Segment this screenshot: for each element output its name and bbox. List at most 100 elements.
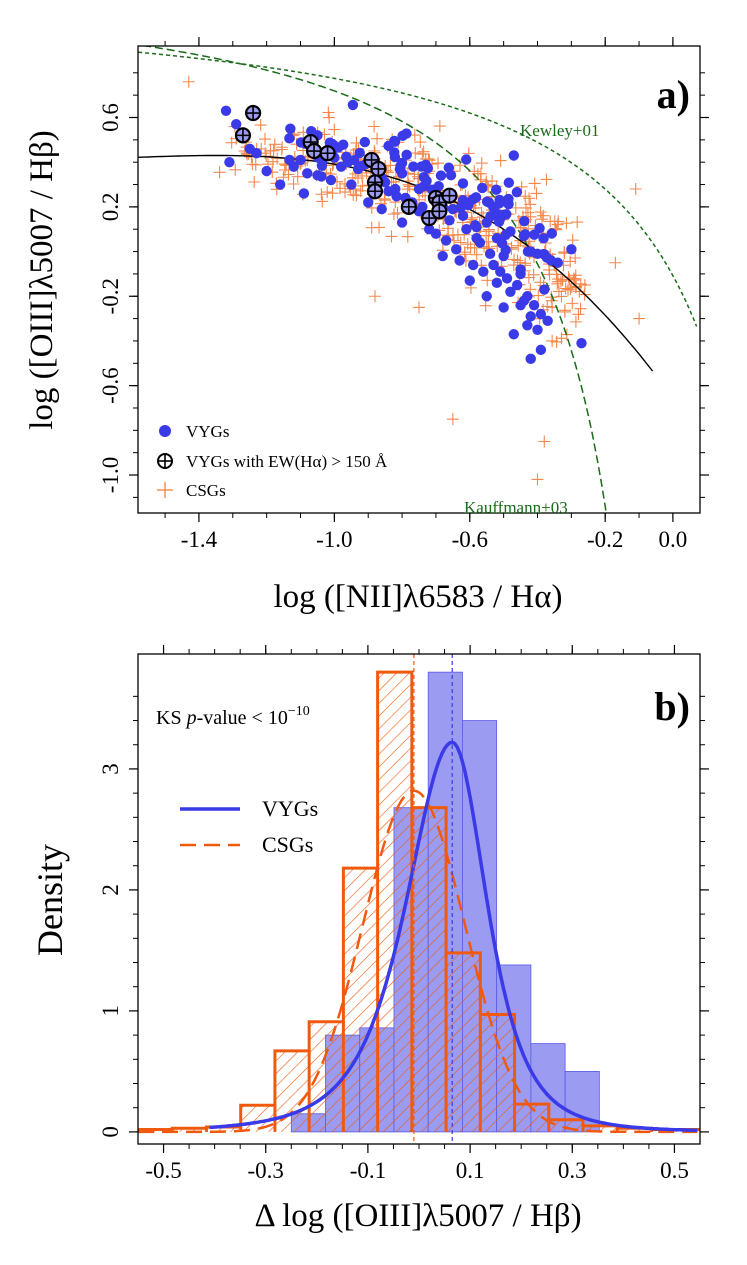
vyg-point [515,264,526,275]
vyg-point [467,259,479,271]
panel-a-ylabel: log ([OIII]λ5007 / Hβ) [24,130,60,429]
y-tick-label-b: 0 [98,1126,123,1138]
csg-point [413,301,425,314]
vyg-point [470,192,482,203]
vyg-ew-cross [246,106,261,121]
vyg-point [461,224,472,235]
csg-point [365,221,378,234]
vyg-point [284,133,295,144]
csg-point [574,302,587,315]
csg-hist-bar [446,952,481,1132]
vyg-point [532,324,543,335]
vyg-point [251,148,262,159]
csg-point [569,281,582,294]
vyg-ew-cross [367,184,382,199]
vyg-point [471,232,482,244]
csg-point [519,190,532,203]
csg-point [562,271,575,284]
vyg-point [391,191,402,202]
csg-point [569,269,582,282]
x-tick-label-a: -0.2 [587,527,623,552]
vyg-ew-cross [422,211,437,226]
vyg-point [484,248,496,260]
csg-point [522,271,535,284]
vyg-point [396,217,408,228]
csg-point [530,187,543,200]
x-tick-label-a: 0.0 [659,527,688,552]
legend-ew-label: VYGs with EW(Hα) > 150 Å [186,452,388,471]
vyg-point [503,199,514,210]
vyg-point [363,197,374,208]
panel-a-frame [137,45,701,514]
vyg-point [455,202,466,213]
vyg-point [457,178,469,189]
vyg-point [376,203,387,215]
x-tick-label-a: -1.4 [181,527,218,552]
vyg-point [389,151,401,163]
vyg-ew-cross [442,188,457,203]
vyg-point [491,184,502,195]
csg-point [347,188,360,201]
x-tick-label-b: 0.1 [456,1158,485,1183]
csg-hist-bar [411,807,447,1132]
vyg-point [511,279,523,291]
csg-point [401,230,414,243]
vyg-ew-cross [432,204,447,219]
csg-point [258,133,271,146]
vyg-density-curve [209,740,698,1133]
vyg-point [383,186,394,197]
vyg-point [423,224,435,235]
legend-csg-label: CSGs [186,481,226,500]
legend-vyg-marker [159,425,171,437]
vyg-point [481,291,492,302]
vyg-point [500,229,512,240]
vyg-point [394,164,406,175]
csg-point [432,157,444,170]
vyg-point [469,220,481,231]
panel-a-bpt-diagram: -1.4 -1.0 -0.6 -0.2 0.0 -1.0 -0.6 -0.2 0.2 0.6 a)… [24,37,709,615]
vyg-point [305,125,317,137]
vyg-point [397,130,408,142]
csg-point [560,217,573,230]
vyg-point [341,151,352,163]
vyg-ew-cross [235,128,250,143]
vyg-point [576,337,587,349]
vyg-point [416,161,427,172]
vyg-point [528,299,540,311]
y-tick-label-a: -0.2 [98,278,123,314]
csg-point [535,213,548,226]
vyg-point [316,160,328,172]
csg-point [416,148,429,161]
csg-point [479,299,492,312]
vyg-point [408,161,419,172]
csg-point [534,206,547,219]
vyg-point [522,246,534,257]
csg-point [468,241,481,254]
csg-point [559,282,572,295]
vyg-point [461,154,472,165]
vyg-point [437,250,448,262]
csg-point [470,248,483,261]
csg-point [454,236,467,249]
ks-annotation: KS p-value < 10−10 [156,704,310,729]
panel-a-label: a) [657,72,690,117]
csg-point [481,274,494,287]
y-tick-label-b: 2 [98,884,123,896]
kauffmann-curve [141,46,607,513]
csg-point [414,136,427,149]
vyg-point [539,284,550,295]
vyg-point [518,295,530,306]
vyg-point [325,174,337,186]
csg-point [540,173,553,186]
legend-b-csg-label: CSGs [262,832,313,857]
kauffmann-label: Kauffmann+03 [464,498,568,517]
csg-point [556,274,569,287]
csg-point [552,285,565,298]
csg-point [182,75,195,88]
vyg-ew-cross [320,146,335,161]
y-tick-label-a: -0.6 [98,367,123,403]
x-tick-label-b: -0.3 [248,1158,284,1183]
csg-hist-bar [343,868,378,1132]
vyg-point [457,210,469,222]
vyg-point [295,154,306,166]
